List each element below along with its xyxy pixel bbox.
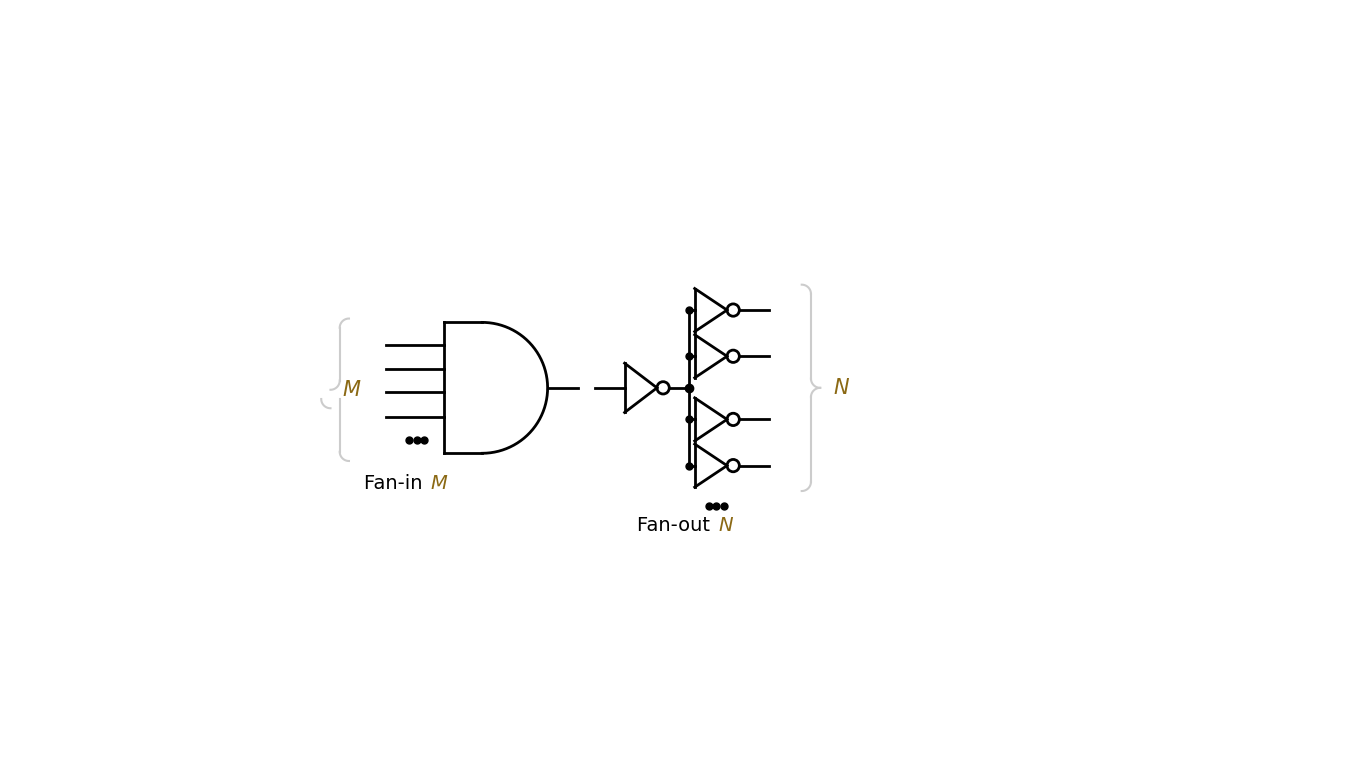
Text: $M$: $M$ [430, 474, 448, 493]
Text: $N$: $N$ [717, 516, 734, 535]
Text: Fan-out: Fan-out [637, 516, 716, 535]
Text: $N$: $N$ [833, 378, 850, 398]
Text: $M$: $M$ [343, 379, 362, 400]
Text: Fan-in: Fan-in [363, 474, 429, 493]
